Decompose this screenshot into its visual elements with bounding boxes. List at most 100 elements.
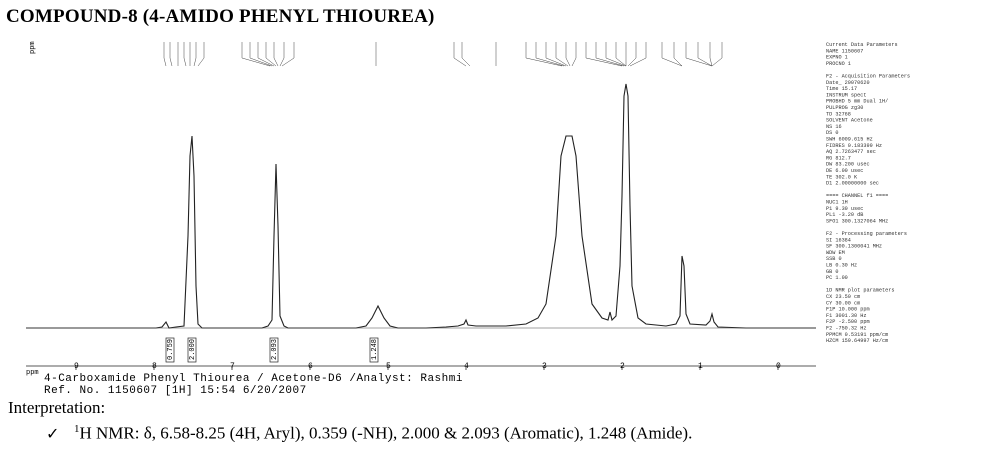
peak-leader-line bbox=[615, 42, 627, 67]
peak-leader-line bbox=[525, 42, 563, 67]
axis-tick-label: 2 bbox=[620, 362, 625, 371]
peak-leader-line bbox=[453, 42, 467, 67]
peak-leader-line bbox=[685, 42, 713, 67]
parameter-line: SFO1 300.1327064 MHz bbox=[826, 218, 888, 224]
parameter-line: F1P 10.000 ppm bbox=[826, 307, 870, 313]
parameter-line: GB 0 bbox=[826, 269, 838, 275]
integral-group: 0.759 2.000 2.093 1.248 bbox=[165, 337, 379, 363]
peak-leader-line bbox=[711, 42, 723, 67]
integral-box bbox=[187, 337, 197, 363]
interpretation-item: ✓ 1H NMR: δ, 6.58-8.25 (4H, Aryl), 0.359 … bbox=[46, 423, 692, 444]
interpretation-text: H NMR: δ, 6.58-8.25 (4H, Aryl), 0.359 (-… bbox=[79, 423, 693, 443]
parameter-line: EXPNO 1 bbox=[826, 55, 848, 61]
parameter-line: F2P -2.500 ppm bbox=[826, 319, 870, 325]
peak-leader-line bbox=[241, 42, 271, 67]
axis-tick-label: 3 bbox=[542, 362, 547, 371]
superscript-1: 1 bbox=[74, 423, 80, 435]
parameter-line: F1 3001.30 Hz bbox=[826, 313, 866, 319]
peak-leader-line bbox=[555, 42, 569, 67]
peak-leader-line bbox=[595, 42, 625, 67]
peak-leader-line bbox=[461, 42, 471, 67]
integral-value: 2.093 bbox=[271, 339, 279, 360]
spectrum-caption-line1: 4-Carboxamide Phenyl Thiourea / Acetone-… bbox=[44, 373, 463, 385]
peak-leader-line bbox=[585, 42, 623, 67]
parameter-line: Date_ 20070620 bbox=[826, 80, 870, 86]
spectrum-plot: ppm 0.759 2.000 2.093 1.248 9 8 7 6 5 4 3 2 1 0 4-Ca… bbox=[26, 41, 910, 396]
parameter-line: TE 302.0 K bbox=[826, 174, 858, 180]
axis-tick-labels: 9 8 7 6 5 4 3 2 1 0 bbox=[74, 362, 781, 371]
parameter-line: PROCNO 1 bbox=[826, 61, 851, 67]
checkmark-icon: ✓ bbox=[46, 423, 60, 443]
parameter-line: F2 -750.32 Hz bbox=[826, 326, 866, 332]
parameter-line: PL1 -3.20 dB bbox=[826, 212, 863, 218]
parameter-line: SF 300.1300041 MHz bbox=[826, 244, 882, 250]
parameter-line: PROBHD 5 mm Dual 1H/ bbox=[826, 99, 888, 105]
parameter-line: PPMCM 0.53191 ppm/cm bbox=[826, 332, 888, 338]
parameter-line: P1 9.30 usec bbox=[826, 206, 863, 212]
parameter-line: CX 23.50 cm bbox=[826, 294, 860, 300]
parameter-line: SOLVENT Acetone bbox=[826, 118, 873, 124]
axis-tick-label: 0 bbox=[776, 362, 781, 371]
peak-leader-line bbox=[673, 42, 683, 67]
integral-value: 1.248 bbox=[371, 339, 379, 360]
peak-leader-line bbox=[257, 42, 275, 67]
axis-tick-label: 7 bbox=[230, 362, 235, 371]
parameter-line: DS 0 bbox=[826, 130, 838, 136]
peak-leader-line bbox=[163, 42, 167, 67]
axis-tick-label: 5 bbox=[386, 362, 391, 371]
parameter-line: PC 1.00 bbox=[826, 275, 848, 281]
peak-leader-line bbox=[169, 42, 173, 67]
peak-leader-line bbox=[697, 42, 713, 67]
svg-text:ppm: ppm bbox=[29, 41, 37, 54]
integral-box bbox=[165, 337, 175, 363]
peak-leader-line bbox=[545, 42, 567, 67]
axis-ticks-group bbox=[75, 366, 779, 370]
parameter-line: SI 16384 bbox=[826, 237, 851, 243]
parameter-line: AQ 2.7263477 sec bbox=[826, 149, 876, 155]
axis-tick-label: 6 bbox=[308, 362, 313, 371]
parameter-line: F2 - Processing parameters bbox=[826, 231, 907, 237]
axis-tick-label: 8 bbox=[152, 362, 157, 371]
parameter-line: PULPROG zg30 bbox=[826, 105, 863, 111]
peak-leader-line bbox=[249, 42, 273, 67]
axis-tick-label: 4 bbox=[464, 362, 469, 371]
peak-leader-line bbox=[193, 42, 197, 67]
peak-leader-line bbox=[565, 42, 571, 67]
peak-leader-line bbox=[605, 42, 627, 67]
parameter-line: D1 2.00000000 sec bbox=[826, 181, 879, 187]
peak-leader-line bbox=[629, 42, 647, 67]
peak-leader-line bbox=[535, 42, 565, 67]
peak-leader-line bbox=[709, 42, 713, 67]
parameter-line: SSB 0 bbox=[826, 256, 842, 262]
axis-tick-label: 1 bbox=[698, 362, 703, 371]
vertical-scale-label: ppm bbox=[29, 41, 37, 54]
integral-box bbox=[269, 337, 279, 363]
parameter-line: INSTRUM spect bbox=[826, 92, 866, 98]
parameter-line: FIDRES 0.183399 Hz bbox=[826, 143, 882, 149]
parameter-line: HZCM 159.64997 Hz/cm bbox=[826, 338, 888, 344]
spectrum-trace bbox=[26, 83, 816, 329]
ppm-unit: ppm bbox=[26, 369, 39, 377]
peak-label-group bbox=[163, 42, 723, 67]
parameter-line: Time 15.17 bbox=[826, 86, 857, 92]
peak-leader-line bbox=[627, 42, 637, 67]
parameter-line: DE 6.00 usec bbox=[826, 168, 863, 174]
peak-leader-line bbox=[661, 42, 683, 67]
peak-leader-line bbox=[281, 42, 295, 67]
peak-leader-line bbox=[197, 42, 205, 67]
axis-tick-label: 9 bbox=[74, 362, 79, 371]
parameter-line: ==== CHANNEL f1 ==== bbox=[826, 193, 888, 199]
parameter-line: WDW EM bbox=[826, 250, 845, 256]
parameter-line: NAME 1150607 bbox=[826, 48, 863, 54]
compound-heading: COMPOUND-8 (4-AMIDO PHENYL THIOUREA) bbox=[6, 6, 435, 27]
parameter-line: TD 32768 bbox=[826, 111, 851, 117]
integral-value: 2.000 bbox=[189, 339, 197, 360]
peak-leader-line bbox=[265, 42, 277, 67]
peak-leader-line bbox=[183, 42, 187, 67]
peak-leader-line bbox=[571, 42, 577, 67]
parameter-line: CY 30.00 cm bbox=[826, 300, 860, 306]
integral-value: 0.759 bbox=[167, 339, 175, 360]
parameter-line: DW 83.200 usec bbox=[826, 162, 870, 168]
